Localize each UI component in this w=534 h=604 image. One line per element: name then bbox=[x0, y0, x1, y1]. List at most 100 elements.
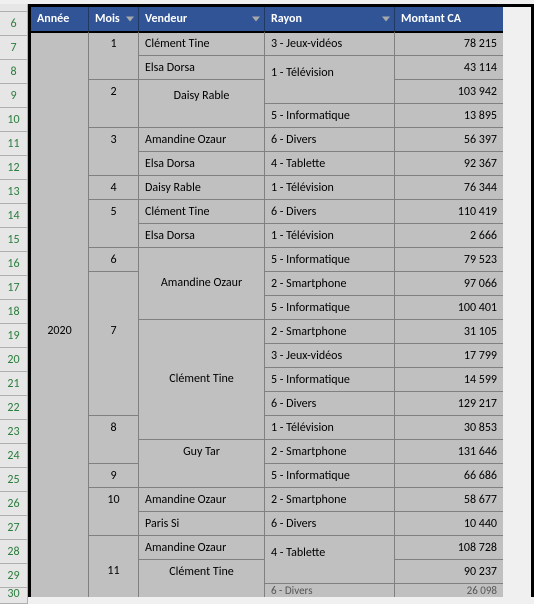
cell-montant[interactable]: 110 419 bbox=[395, 199, 503, 223]
cell-rayon[interactable]: 2 - Smartphone bbox=[265, 439, 395, 463]
row-number[interactable]: 14 bbox=[0, 204, 28, 228]
row-number[interactable]: 22 bbox=[0, 396, 28, 420]
row-number[interactable]: 29 bbox=[0, 564, 28, 588]
cell-rayon[interactable]: 2 - Smartphone bbox=[265, 271, 395, 295]
cell-montant[interactable]: 2 666 bbox=[395, 223, 503, 247]
cell-rayon[interactable]: 5 - Informatique bbox=[265, 103, 395, 127]
cell-rayon[interactable]: 6 - Divers bbox=[265, 511, 395, 535]
cell-rayon[interactable]: 4 - Tablette bbox=[265, 151, 395, 175]
cell-montant[interactable]: 76 344 bbox=[395, 175, 503, 199]
header-annee[interactable]: Année bbox=[31, 7, 89, 31]
cell-vendeur[interactable] bbox=[139, 391, 265, 415]
cell-montant[interactable]: 78 215 bbox=[395, 31, 503, 55]
cell-montant[interactable]: 10 440 bbox=[395, 511, 503, 535]
cell-vendeur[interactable]: Guy Tar bbox=[139, 439, 265, 463]
cell-vendeur[interactable] bbox=[139, 295, 265, 319]
cell-vendeur[interactable] bbox=[139, 319, 265, 343]
row-number[interactable] bbox=[0, 4, 28, 12]
cell-vendeur[interactable] bbox=[139, 415, 265, 439]
row-number[interactable]: 26 bbox=[0, 492, 28, 516]
cell-annee[interactable] bbox=[31, 271, 89, 295]
cell-mois[interactable]: 9 bbox=[89, 463, 139, 487]
cell-mois[interactable] bbox=[89, 223, 139, 247]
cell-montant[interactable]: 100 401 bbox=[395, 295, 503, 319]
cell-rayon[interactable]: 3 - Jeux-vidéos bbox=[265, 343, 395, 367]
cell-mois[interactable]: 4 bbox=[89, 175, 139, 199]
cell-rayon[interactable]: 2 - Smartphone bbox=[265, 487, 395, 511]
row-number[interactable]: 24 bbox=[0, 444, 28, 468]
cell-annee[interactable] bbox=[31, 31, 89, 55]
cell-rayon[interactable]: 5 - Informatique bbox=[265, 295, 395, 319]
cell-montant[interactable]: 79 523 bbox=[395, 247, 503, 271]
cell-montant[interactable]: 92 367 bbox=[395, 151, 503, 175]
cell-annee[interactable] bbox=[31, 55, 89, 79]
cell-annee[interactable]: 2020 bbox=[31, 319, 89, 343]
cell-montant[interactable]: 43 114 bbox=[395, 55, 503, 79]
cell-montant[interactable]: 56 397 bbox=[395, 127, 503, 151]
cell-annee[interactable] bbox=[31, 343, 89, 367]
cell-mois[interactable] bbox=[89, 391, 139, 415]
row-number[interactable]: 21 bbox=[0, 372, 28, 396]
cell-mois[interactable]: 6 bbox=[89, 247, 139, 271]
cell-mois[interactable] bbox=[89, 103, 139, 127]
cell-annee[interactable] bbox=[31, 367, 89, 391]
cell-vendeur[interactable]: Clément Tine bbox=[139, 559, 265, 583]
cell-montant[interactable]: 58 677 bbox=[395, 487, 503, 511]
row-number[interactable]: 18 bbox=[0, 300, 28, 324]
row-number[interactable]: 27 bbox=[0, 516, 28, 540]
cell-annee[interactable] bbox=[31, 295, 89, 319]
cell-mois[interactable]: 10 bbox=[89, 487, 139, 511]
header-montant[interactable]: Montant CA bbox=[395, 7, 503, 31]
cell-annee[interactable] bbox=[31, 535, 89, 559]
cell-mois[interactable] bbox=[89, 295, 139, 319]
cell-annee[interactable] bbox=[31, 391, 89, 415]
row-number[interactable]: 16 bbox=[0, 252, 28, 276]
cell-montant[interactable]: 97 066 bbox=[395, 271, 503, 295]
row-number[interactable]: 9 bbox=[0, 84, 28, 108]
cell-vendeur[interactable]: Clément Tine bbox=[139, 199, 265, 223]
row-number[interactable]: 11 bbox=[0, 132, 28, 156]
cell-mois[interactable] bbox=[89, 511, 139, 535]
cell-rayon[interactable]: 4 - Tablette bbox=[265, 535, 395, 559]
cell-mois[interactable]: 8 bbox=[89, 415, 139, 439]
cell-mois[interactable]: 2 bbox=[89, 79, 139, 103]
cell-mois[interactable] bbox=[89, 55, 139, 79]
row-number[interactable]: 12 bbox=[0, 156, 28, 180]
cell-montant[interactable]: 129 217 bbox=[395, 391, 503, 415]
cell-montant[interactable]: 13 895 bbox=[395, 103, 503, 127]
cell-vendeur[interactable] bbox=[139, 343, 265, 367]
row-number[interactable]: 8 bbox=[0, 60, 28, 84]
cell-vendeur[interactable]: Paris Si bbox=[139, 511, 265, 535]
row-number[interactable]: 19 bbox=[0, 324, 28, 348]
cell-vendeur[interactable]: Amandine Ozaur bbox=[139, 535, 265, 559]
cell-vendeur[interactable] bbox=[139, 247, 265, 271]
cell-vendeur[interactable]: Amandine Ozaur bbox=[139, 487, 265, 511]
cell-annee[interactable] bbox=[31, 247, 89, 271]
cell-vendeur[interactable]: Amandine Ozaur bbox=[139, 127, 265, 151]
cell-vendeur[interactable]: Elsa Dorsa bbox=[139, 223, 265, 247]
cell-annee[interactable] bbox=[31, 463, 89, 487]
row-number[interactable]: 20 bbox=[0, 348, 28, 372]
row-number[interactable]: 28 bbox=[0, 540, 28, 564]
cell-rayon[interactable]: 6 - Divers bbox=[265, 391, 395, 415]
header-vendeur[interactable]: Vendeur bbox=[139, 7, 265, 31]
cell-montant[interactable]: 108 728 bbox=[395, 535, 503, 559]
row-number[interactable]: 23 bbox=[0, 420, 28, 444]
cell-rayon[interactable]: 1 - Télévision bbox=[265, 175, 395, 199]
cell-mois[interactable]: 1 bbox=[89, 31, 139, 55]
cell-annee[interactable] bbox=[31, 415, 89, 439]
cell-rayon[interactable]: 2 - Smartphone bbox=[265, 319, 395, 343]
cell-annee[interactable] bbox=[31, 439, 89, 463]
row-number[interactable]: 13 bbox=[0, 180, 28, 204]
cell-mois[interactable]: 5 bbox=[89, 199, 139, 223]
row-number[interactable]: 17 bbox=[0, 276, 28, 300]
cell-mois[interactable]: 11 bbox=[89, 559, 139, 583]
cell-mois[interactable]: 7 bbox=[89, 319, 139, 343]
cell-rayon[interactable]: 6 - Divers bbox=[265, 199, 395, 223]
cell-montant[interactable]: 31 105 bbox=[395, 319, 503, 343]
cell-vendeur[interactable]: Clément Tine bbox=[139, 31, 265, 55]
cell-vendeur[interactable]: Daisy Rable bbox=[139, 175, 265, 199]
cell-mois[interactable] bbox=[89, 439, 139, 463]
header-rayon[interactable]: Rayon bbox=[265, 7, 395, 31]
cell-mois[interactable] bbox=[89, 367, 139, 391]
